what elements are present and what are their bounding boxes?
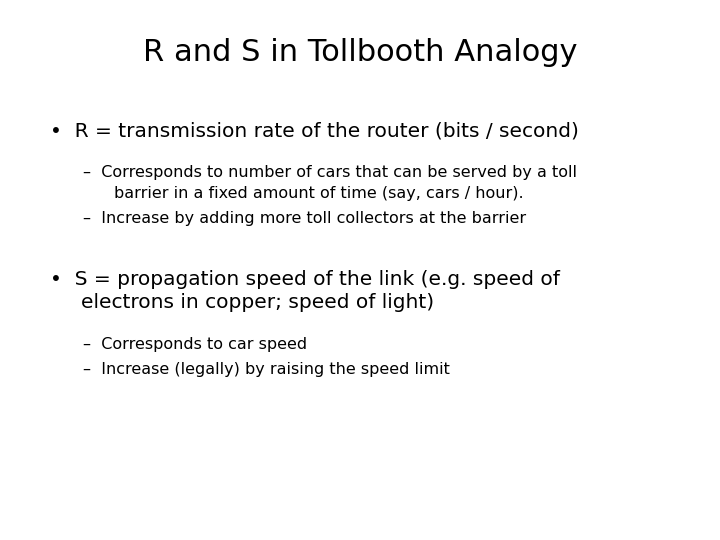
Text: –  Increase by adding more toll collectors at the barrier: – Increase by adding more toll collector… <box>83 211 526 226</box>
Text: •  S = propagation speed of the link (e.g. speed of: • S = propagation speed of the link (e.g… <box>50 270 560 289</box>
Text: –  Increase (legally) by raising the speed limit: – Increase (legally) by raising the spee… <box>83 362 450 377</box>
Text: –  Corresponds to number of cars that can be served by a toll: – Corresponds to number of cars that can… <box>83 165 577 180</box>
Text: R and S in Tollbooth Analogy: R and S in Tollbooth Analogy <box>143 38 577 67</box>
Text: barrier in a fixed amount of time (say, cars / hour).: barrier in a fixed amount of time (say, … <box>114 186 523 201</box>
Text: –  Corresponds to car speed: – Corresponds to car speed <box>83 338 307 353</box>
Text: •  R = transmission rate of the router (bits / second): • R = transmission rate of the router (b… <box>50 122 580 140</box>
Text: electrons in copper; speed of light): electrons in copper; speed of light) <box>81 293 434 312</box>
